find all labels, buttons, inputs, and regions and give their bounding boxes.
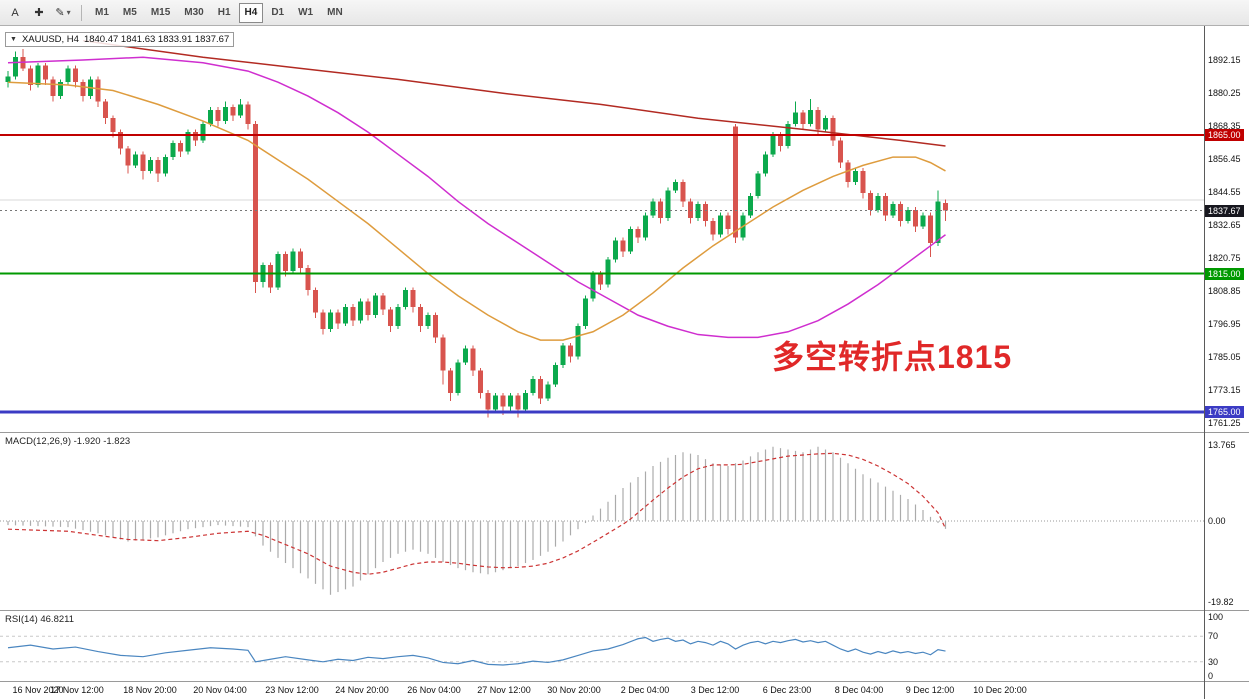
time-axis-label: 10 Dec 20:00 — [973, 685, 1027, 695]
time-axis-label: 24 Nov 20:00 — [335, 685, 389, 695]
timeframe-button-m5[interactable]: M5 — [117, 3, 143, 23]
price-axis-label: 1820.75 — [1208, 252, 1241, 263]
macd-axis[interactable]: 13.765 0.00 -19.82 — [1205, 433, 1249, 610]
time-axis-label: 20 Nov 04:00 — [193, 685, 247, 695]
macd-axis-label: 0.00 — [1208, 516, 1226, 526]
price-axis-label: 1761.25 — [1208, 417, 1241, 428]
ma-long-darkred — [82, 39, 946, 147]
timeframe-button-h4[interactable]: H4 — [238, 2, 264, 23]
time-axis-label: 6 Dec 23:00 — [762, 685, 812, 695]
panel-separator — [0, 681, 1249, 682]
time-axis-label: 2 Dec 04:00 — [620, 685, 670, 695]
time-axis-label: 18 Nov 20:00 — [123, 685, 177, 695]
time-axis-label: 23 Nov 12:00 — [265, 685, 319, 695]
rsi-axis-label: 0 — [1208, 671, 1214, 681]
crosshair-tool-button[interactable]: ✚ — [28, 3, 50, 23]
ma-mid-orange — [7, 81, 946, 341]
current-price-label: 1837.67 — [1205, 204, 1244, 217]
price-axis-label: 1844.55 — [1208, 186, 1241, 197]
timeframe-button-m15[interactable]: M15 — [145, 3, 176, 23]
price-axis-label: 1880.25 — [1208, 87, 1241, 98]
price-axis[interactable]: 1892.15 1880.25 1868.35 1856.45 1844.55 1832.… — [1205, 26, 1249, 432]
axis-divider-line — [1204, 26, 1205, 699]
hline-price-label: 1765.00 — [1205, 406, 1244, 419]
toolbar: A ✚ ✎ ▾ M1 M5 M15 M30 H1 H4 D1 W1 MN — [0, 0, 1249, 26]
macd-axis-label: -19.82 — [1208, 597, 1234, 608]
toolbar-separator — [81, 4, 82, 21]
chevron-down-icon: ▾ — [66, 8, 71, 17]
rsi-canvas[interactable] — [0, 611, 1204, 681]
time-axis-label: 8 Dec 04:00 — [834, 685, 884, 695]
draw-tools-button[interactable]: ✎ ▾ — [52, 3, 74, 23]
chart-ohlc-header: ▼ XAUUSD, H4 1840.47 1841.63 1833.91 183… — [5, 32, 235, 47]
rsi-axis-label: 100 — [1208, 612, 1224, 622]
macd-histogram — [7, 446, 947, 595]
chart-annotation-text[interactable]: 多空转折点1815 — [772, 339, 1013, 375]
rsi-label: RSI(14) 46.8211 — [5, 614, 75, 625]
time-axis-label: 3 Dec 12:00 — [690, 685, 740, 695]
timeframe-button-w1[interactable]: W1 — [292, 3, 319, 23]
time-axis-label: 17 Nov 12:00 — [50, 685, 104, 695]
time-axis-label: 9 Dec 12:00 — [905, 685, 955, 695]
macd-canvas[interactable] — [0, 433, 1204, 610]
pencil-icon: ✎ — [55, 7, 65, 19]
macd-label: MACD(12,26,9) -1.920 -1.823 — [5, 436, 131, 447]
price-axis-label: 1856.45 — [1208, 153, 1241, 164]
macd-signal-line — [7, 452, 947, 575]
ohlc-values: 1840.47 1841.63 1833.91 1837.67 — [83, 34, 230, 45]
time-axis-label: 30 Nov 20:00 — [547, 685, 601, 695]
price-axis-label: 1832.65 — [1208, 219, 1241, 230]
hline-price-label: 1865.00 — [1205, 128, 1244, 141]
panel-separator[interactable] — [0, 432, 1249, 433]
time-axis-label: 27 Nov 12:00 — [477, 685, 531, 695]
price-axis-label: 1868.35 — [1208, 120, 1241, 131]
timeframe-button-h1[interactable]: H1 — [212, 3, 237, 23]
price-axis-label: 1808.85 — [1208, 285, 1241, 296]
symbol-label: XAUUSD, H4 — [21, 34, 79, 45]
time-axis[interactable]: 16 Nov 2020 17 Nov 12:00 18 Nov 20:00 20 No… — [0, 682, 1249, 699]
panel-separator[interactable] — [0, 610, 1249, 611]
timeframe-group: M1 M5 M15 M30 H1 H4 D1 W1 MN — [89, 2, 351, 23]
price-axis-label: 1785.05 — [1208, 351, 1241, 362]
price-axis-label: 1773.15 — [1208, 384, 1241, 395]
timeframe-button-mn[interactable]: MN — [321, 3, 349, 23]
rsi-line — [7, 636, 946, 666]
macd-panel[interactable]: MACD(12,26,9) -1.920 -1.823 — [0, 433, 1204, 610]
rsi-panel[interactable]: RSI(14) 46.8211 — [0, 611, 1204, 681]
rsi-axis[interactable]: 100 70 30 0 — [1205, 611, 1249, 681]
timeframe-button-d1[interactable]: D1 — [265, 3, 290, 23]
price-chart-panel[interactable]: ▼ XAUUSD, H4 1840.47 1841.63 1833.91 183… — [0, 26, 1204, 432]
timeframe-button-m1[interactable]: M1 — [89, 3, 115, 23]
timeframe-button-m30[interactable]: M30 — [178, 3, 209, 23]
symbol-dropdown-icon[interactable]: ▼ — [10, 36, 17, 43]
ma-slow-magenta — [7, 56, 946, 339]
macd-axis-label: 13.765 — [1208, 440, 1236, 451]
time-axis-label: 26 Nov 04:00 — [407, 685, 461, 695]
hline-price-label: 1815.00 — [1205, 267, 1244, 280]
cursor-tool-button[interactable]: A — [4, 3, 26, 23]
rsi-axis-label: 70 — [1208, 631, 1219, 642]
price-axis-label: 1892.15 — [1208, 54, 1241, 65]
rsi-axis-label: 30 — [1208, 656, 1219, 667]
time-axis-label: 16 Nov 2020 — [12, 685, 64, 695]
price-chart-canvas[interactable] — [0, 26, 1204, 432]
price-axis-label: 1796.95 — [1208, 318, 1241, 329]
